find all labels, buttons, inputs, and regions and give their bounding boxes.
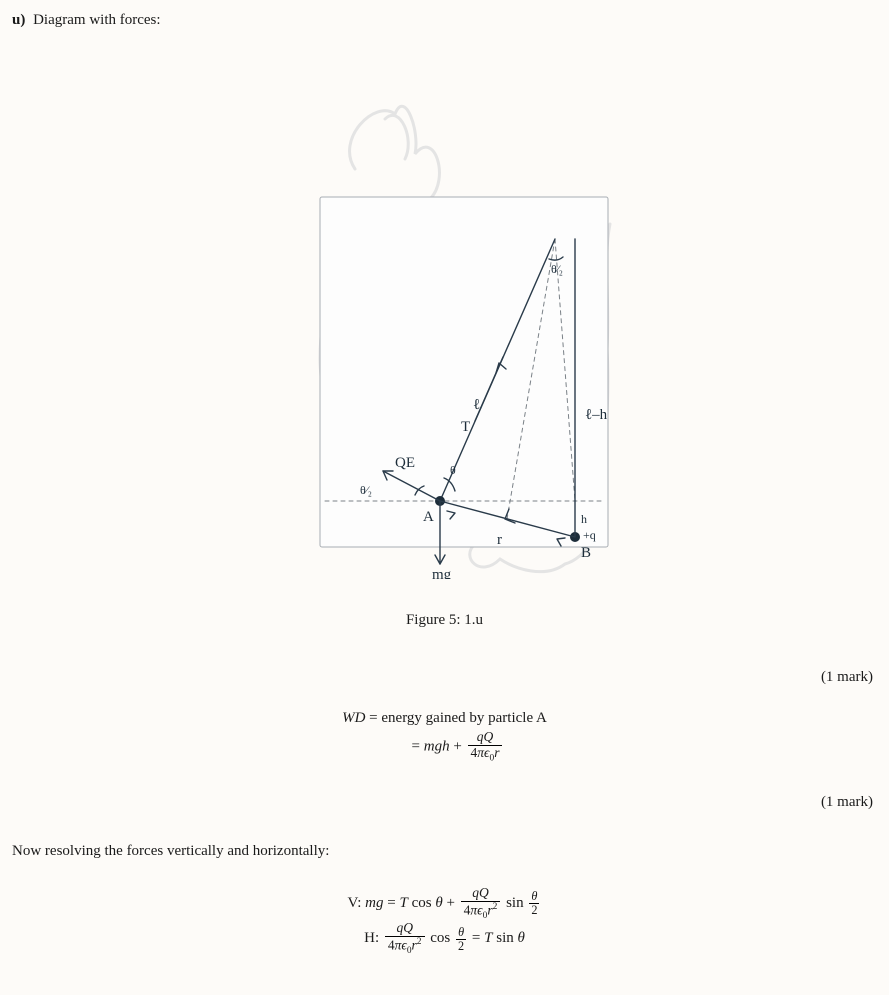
V-label: V: xyxy=(348,895,366,911)
label-plus-q: +q xyxy=(583,528,596,542)
H-label: H: xyxy=(364,931,383,947)
V-Tcos: T xyxy=(399,895,407,911)
label-theta-half-left: θ⁄₂ xyxy=(360,483,372,497)
mark-1: (1 mark) xyxy=(12,669,877,686)
wd-eq-prefix: = xyxy=(412,738,424,754)
eq-H: H: qQ4πϵ0r2 cos θ2 = T sin θ xyxy=(12,921,877,956)
label-mg: mg xyxy=(432,567,452,579)
wd-frac: qQ4πϵ0r xyxy=(468,730,503,764)
V-frac: qQ4πϵ0r2 xyxy=(461,886,501,921)
resolve-text: Now resolving the forces vertically and … xyxy=(12,843,877,860)
wd-plus: + xyxy=(450,738,466,754)
label-theta-half-top: θ⁄₂ xyxy=(551,262,563,276)
part-text: Diagram with forces: xyxy=(33,12,160,28)
wd-equation: WD = energy gained by particle A = mgh +… xyxy=(12,706,877,764)
part-label: u) xyxy=(12,12,25,28)
label-theta: θ xyxy=(450,463,456,477)
label-B: B xyxy=(581,545,591,561)
wd-mgh: mgh xyxy=(424,738,450,754)
label-QE: QE xyxy=(395,455,415,471)
figure-block: ℓ T θ θ⁄₂ QE θ⁄₂ A mg r h +q B ℓ–h xyxy=(12,59,877,584)
V-mg: mg xyxy=(365,895,383,911)
label-r: r xyxy=(497,532,502,548)
mark-2: (1 mark) xyxy=(12,794,877,811)
label-A: A xyxy=(423,509,434,525)
figure-diagram: ℓ T θ θ⁄₂ QE θ⁄₂ A mg r h +q B ℓ–h xyxy=(265,59,625,584)
V-theta-half: θ2 xyxy=(529,890,539,917)
label-ell: ℓ xyxy=(473,397,480,413)
wd-eq-text: = energy gained by particle A xyxy=(365,710,546,726)
eq-V: V: mg = T cos θ + qQ4πϵ0r2 sin θ2 xyxy=(12,886,877,921)
H-Tsin: T xyxy=(484,931,492,947)
vh-equations: V: mg = T cos θ + qQ4πϵ0r2 sin θ2 H: qQ4… xyxy=(12,886,877,957)
label-ell-minus-h: ℓ–h xyxy=(585,407,608,423)
V-eq: = xyxy=(384,895,400,911)
V-plus: + xyxy=(443,895,459,911)
figure-caption: Figure 5: 1.u xyxy=(12,612,877,629)
H-theta-half: θ2 xyxy=(456,926,466,953)
H-eq: = xyxy=(468,931,484,947)
V-sin: sin xyxy=(502,895,527,911)
label-h: h xyxy=(581,512,587,526)
label-T: T xyxy=(461,419,470,435)
H-cos: cos xyxy=(427,931,455,947)
part-header: u) Diagram with forces: xyxy=(12,12,877,29)
H-frac: qQ4πϵ0r2 xyxy=(385,921,425,956)
wd-lhs: WD xyxy=(342,710,365,726)
